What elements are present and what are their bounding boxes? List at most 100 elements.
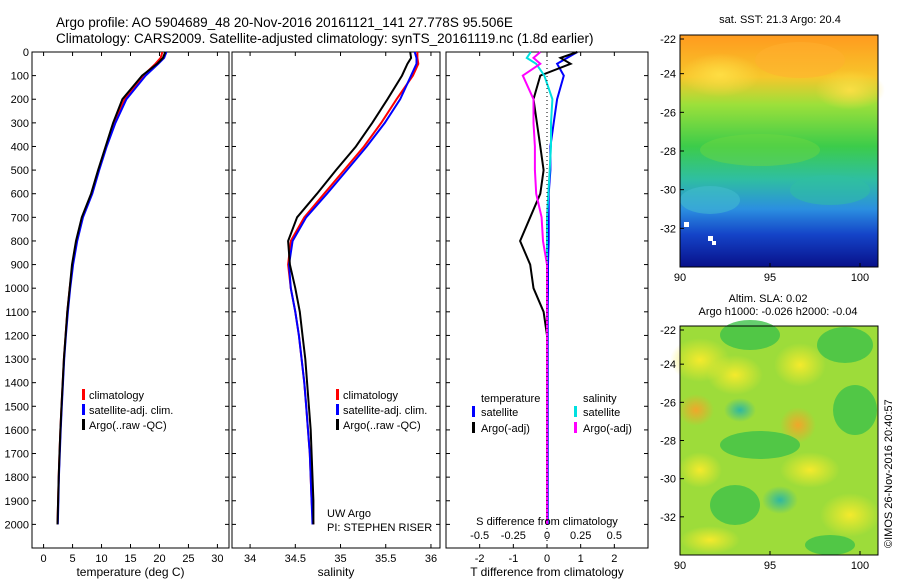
y-tick-label: 1700 <box>5 449 29 461</box>
legend-label: Argo(..raw -QC) <box>89 420 167 432</box>
plot-frame <box>231 51 441 549</box>
legend-label: Argo(-adj) <box>481 423 530 435</box>
map-y-tick-label: -26 <box>660 107 676 119</box>
y-tick-label: 1200 <box>5 330 29 342</box>
series-line-argo-raw-qc- <box>287 51 413 525</box>
x-tick-label: -1 <box>508 553 518 565</box>
y-tick-label: 0 <box>23 47 29 59</box>
x-tick-label: 34.5 <box>285 553 306 565</box>
map-y-tick-label: -28 <box>660 146 676 158</box>
legend-swatch <box>82 419 85 430</box>
x-tick-label: -2 <box>475 553 485 565</box>
x-tick-label: 2 <box>611 553 617 565</box>
series-line-argo-raw-qc- <box>56 51 167 525</box>
map-y-tick-label: -24 <box>660 69 676 81</box>
legend-swatch <box>82 404 85 415</box>
plot-frame <box>31 51 230 549</box>
map-y-tick-label: -28 <box>660 436 676 448</box>
legend-swatch <box>336 419 339 430</box>
map-y-tick-label: -30 <box>660 185 676 197</box>
y-tick-label: 1300 <box>5 354 29 366</box>
map-x-tick-label: 90 <box>674 560 686 572</box>
legend-swatch <box>82 389 85 400</box>
top-x-axis-label: S difference from climatology <box>476 516 618 528</box>
title-line-2: Climatology: CARS2009. Satellite-adjuste… <box>56 31 594 46</box>
map-y-tick-label: -26 <box>660 397 676 409</box>
note-line-1: UW Argo <box>327 508 371 520</box>
x-axis-label: temperature (deg C) <box>76 565 184 579</box>
y-tick-label: 500 <box>11 165 29 177</box>
legend-label: climatology <box>89 390 145 402</box>
legend-swatch <box>336 389 339 400</box>
x-tick-label: 10 <box>95 553 107 565</box>
map-y-tick-label: -22 <box>660 34 676 46</box>
sla-map-title-2: Argo h1000: -0.026 h2000: -0.04 <box>698 306 857 318</box>
top-x-tick-label: 0.5 <box>607 530 622 542</box>
legend-label: Argo(..raw -QC) <box>343 420 421 432</box>
y-tick-label: 2000 <box>5 519 29 531</box>
y-tick-label: 1500 <box>5 401 29 413</box>
sst-map-title: sat. SST: 21.3 Argo: 20.4 <box>719 14 841 26</box>
legend-swatch <box>574 422 577 433</box>
y-tick-label: 600 <box>11 189 29 201</box>
map-y-tick-label: -32 <box>660 223 676 235</box>
x-tick-label: 0 <box>544 553 550 565</box>
x-tick-label: 35.5 <box>375 553 396 565</box>
map-x-tick-label: 100 <box>851 560 869 572</box>
legend-label: climatology <box>343 390 399 402</box>
y-tick-label: 300 <box>11 118 29 130</box>
map-x-tick-label: 95 <box>764 560 776 572</box>
sla-map-title-1: Altim. SLA: 0.02 <box>729 293 808 305</box>
y-tick-label: 200 <box>11 94 29 106</box>
map-x-tick-label: 90 <box>674 272 686 284</box>
sla-map <box>670 320 880 556</box>
x-tick-label: 5 <box>69 553 75 565</box>
sla-map-axes: -22 -24 -26 -28 -30 -32 90 95 100 <box>660 325 869 572</box>
top-x-tick-label: -0.5 <box>470 530 489 542</box>
y-tick-label: 900 <box>11 260 29 272</box>
x-axis-label: T difference from climatology <box>470 565 624 579</box>
x-axis-label: salinity <box>318 565 355 579</box>
top-x-tick-label: -0.25 <box>501 530 526 542</box>
x-tick-label: 0 <box>41 553 47 565</box>
note-line-2: PI: STEPHEN RISER <box>327 522 432 534</box>
y-tick-label: 1100 <box>5 307 29 319</box>
x-tick-label: 25 <box>182 553 194 565</box>
sst-map <box>679 34 885 268</box>
y-tick-label: 1800 <box>5 472 29 484</box>
legend-label: satellite <box>583 407 620 419</box>
y-tick-label: 1400 <box>5 378 29 390</box>
x-tick-label: 20 <box>153 553 165 565</box>
title-line-1: Argo profile: AO 5904689_48 20-Nov-2016 … <box>56 15 513 30</box>
y-tick-label: 800 <box>11 236 29 248</box>
map-y-tick-label: -24 <box>660 359 676 371</box>
y-tick-label: 100 <box>11 71 29 83</box>
x-tick-label: 30 <box>211 553 223 565</box>
sst-map-axes: -22 -24 -26 -28 -30 -32 90 95 100 <box>660 34 869 284</box>
temperature-panel: 0100200300400500600700800900100011001200… <box>5 47 230 579</box>
legend-swatch <box>336 404 339 415</box>
legend-swatch <box>472 406 475 417</box>
legend-swatch <box>472 422 475 433</box>
y-tick-label: 700 <box>11 212 29 224</box>
salinity-panel: 34 34.5 35 35.5 36 salinity climatology satelli… <box>231 51 441 579</box>
map-x-tick-label: 100 <box>851 272 869 284</box>
x-tick-label: 15 <box>124 553 136 565</box>
y-tick-label: 1900 <box>5 496 29 508</box>
legend-header-salinity: salinity <box>583 393 617 405</box>
legend-swatch <box>574 406 577 417</box>
legend-label: satellite <box>481 407 518 419</box>
legend-header-temperature: temperature <box>481 393 540 405</box>
map-y-tick-label: -32 <box>660 512 676 524</box>
legend-label: satellite-adj. clim. <box>343 405 427 417</box>
x-tick-label: 34 <box>244 553 256 565</box>
x-tick-label: 36 <box>425 553 437 565</box>
map-y-tick-label: -30 <box>660 474 676 486</box>
difference-panel: -2 -1 0 1 2T difference from climatology temp… <box>445 51 649 579</box>
y-tick-label: 400 <box>11 141 29 153</box>
map-y-tick-label: -22 <box>660 325 676 337</box>
legend-label: satellite-adj. clim. <box>89 405 173 417</box>
x-tick-label: 35 <box>334 553 346 565</box>
y-tick-label: 1000 <box>5 283 29 295</box>
